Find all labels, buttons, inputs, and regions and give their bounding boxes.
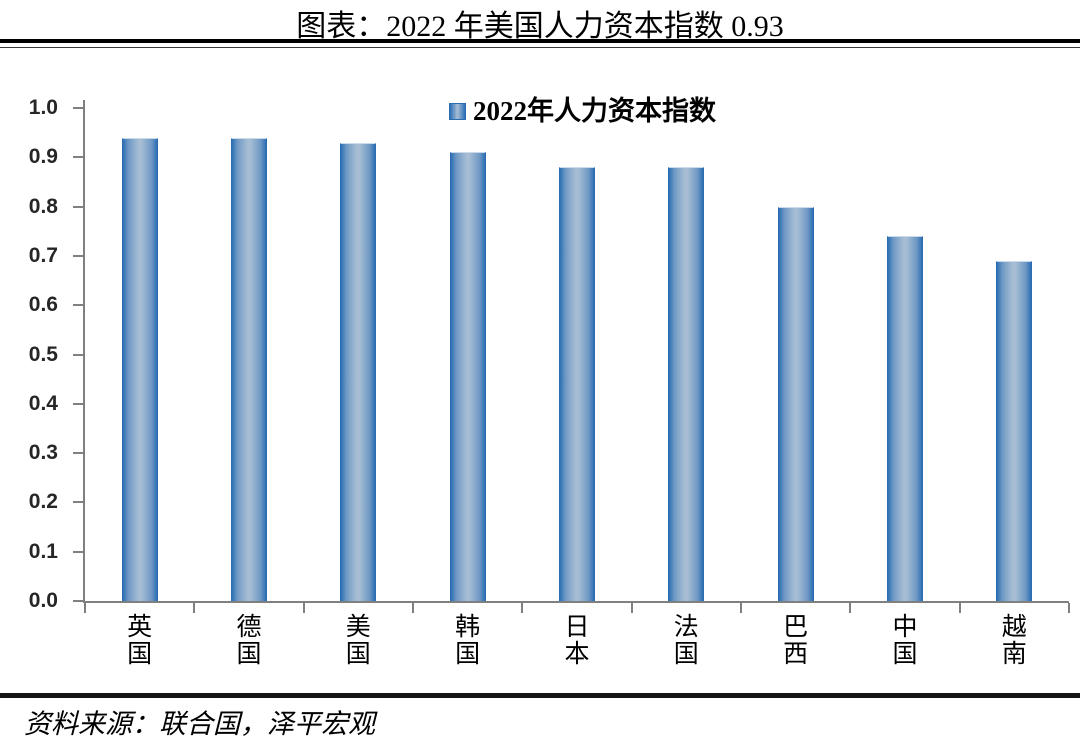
- plot-area: [73, 100, 1070, 613]
- y-tick-label: 0.8: [28, 194, 58, 218]
- y-axis-tick: [73, 156, 83, 159]
- y-axis-tick: [73, 107, 83, 109]
- y-tick-label: 0.6: [28, 293, 58, 317]
- y-tick-label: 0.9: [28, 145, 58, 169]
- y-tick-label: 0.4: [28, 391, 58, 415]
- x-axis-tick: [1068, 603, 1070, 613]
- y-tick-label: 0.5: [28, 342, 58, 366]
- legend: 2022年人力资本指数: [449, 98, 716, 125]
- y-axis-tick: [73, 402, 83, 405]
- source-note: 资料来源：联合国，泽平宏观: [24, 709, 375, 739]
- legend-marker-icon: [449, 103, 466, 120]
- title-divider-thin: [0, 47, 1080, 48]
- y-axis-tick: [73, 550, 83, 553]
- bar-slot: [522, 108, 631, 601]
- bar-slot: [304, 108, 413, 601]
- y-tick-label: 0.0: [28, 589, 58, 612]
- bar-slot: [850, 108, 959, 601]
- y-axis-labels: 1.0 0.9 0.8 0.7 0.6 0.5 0.4 0.3 0.2 0.1 0.0: [6, 0, 64, 742]
- y-tick-label: 0.2: [28, 490, 58, 514]
- x-axis-label: 巴西: [783, 614, 809, 668]
- bar-slot: [960, 108, 1069, 601]
- x-axis-label: 越南: [1001, 614, 1027, 668]
- x-axis-label: 日本: [564, 614, 590, 668]
- x-label-slot: 巴西: [741, 614, 850, 668]
- bar-英国: [121, 137, 158, 601]
- x-label-slot: 韩国: [413, 614, 522, 668]
- x-axis-labels: 英国 德国 美国 韩国 日本 法国 巴西 中国 越南: [85, 614, 1069, 668]
- x-axis-tick: [630, 603, 633, 613]
- x-label-slot: 中国: [850, 614, 959, 668]
- x-axis-label: 美国: [345, 614, 371, 668]
- bar-巴西: [777, 206, 814, 601]
- y-axis-tick: [73, 304, 83, 307]
- x-label-slot: 德国: [194, 614, 303, 668]
- bar-slot: [85, 108, 194, 601]
- chart-title: 图表：2022 年美国人力资本指数 0.93: [296, 10, 784, 43]
- x-label-slot: 英国: [85, 614, 194, 668]
- x-axis-tick: [849, 603, 852, 613]
- bar-slot: [741, 108, 850, 601]
- x-axis-label: 法国: [673, 614, 699, 668]
- x-axis-tick: [521, 603, 524, 613]
- x-axis-label: 英国: [127, 614, 153, 668]
- y-tick-label: 0.7: [28, 243, 58, 267]
- bar-slot: [413, 108, 522, 601]
- y-axis-tick: [73, 600, 83, 602]
- source-divider: [0, 693, 1080, 698]
- y-tick-label: 0.3: [28, 441, 58, 465]
- x-label-slot: 日本: [522, 614, 631, 668]
- bar-美国: [340, 142, 377, 601]
- x-axis-tick: [958, 603, 961, 613]
- y-tick-label: 1.0: [28, 96, 58, 119]
- x-axis-tick: [740, 603, 742, 613]
- bar-法国: [668, 167, 705, 601]
- bar-韩国: [449, 152, 486, 601]
- bars: [85, 108, 1069, 601]
- bar-slot: [632, 108, 741, 601]
- y-axis-tick: [73, 353, 83, 356]
- y-axis-tick: [73, 205, 83, 208]
- x-label-slot: 越南: [960, 614, 1069, 668]
- x-axis-tick: [302, 603, 305, 613]
- bar-中国: [886, 236, 923, 601]
- x-axis-label: 中国: [892, 614, 918, 668]
- bar-越南: [996, 260, 1033, 601]
- y-axis-tick: [73, 501, 83, 504]
- x-label-slot: 法国: [632, 614, 741, 668]
- legend-label: 2022年人力资本指数: [473, 96, 716, 126]
- bar-德国: [230, 137, 267, 601]
- x-axis-label: 德国: [236, 614, 262, 668]
- x-axis-tick: [193, 603, 196, 613]
- x-axis-label: 韩国: [455, 614, 481, 668]
- x-axis-tick: [84, 603, 86, 613]
- bar-日本: [558, 167, 595, 601]
- bar-slot: [194, 108, 303, 601]
- title-divider-thick: [0, 39, 1080, 43]
- y-axis-tick: [73, 452, 83, 455]
- y-axis-tick: [73, 254, 83, 257]
- x-label-slot: 美国: [304, 614, 413, 668]
- x-axis-tick: [412, 603, 414, 613]
- y-tick-label: 0.1: [28, 539, 58, 563]
